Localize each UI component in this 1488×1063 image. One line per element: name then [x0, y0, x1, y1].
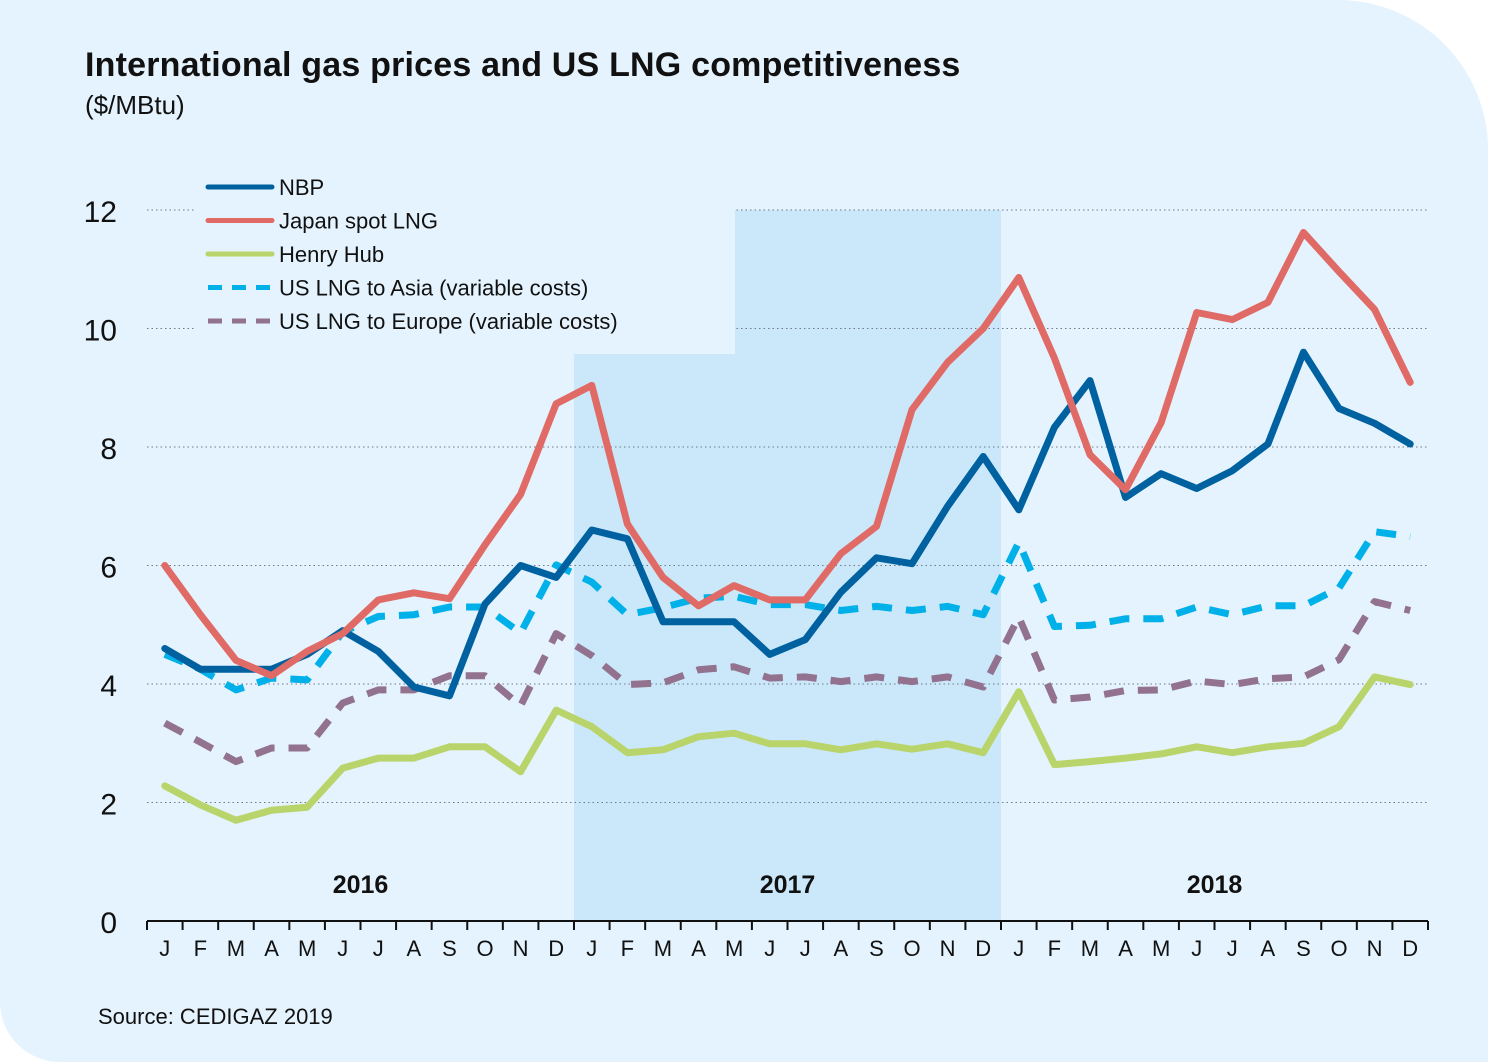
- series-line-henry-hub: [161, 673, 1414, 824]
- legend-item: US LNG to Europe (variable costs): [208, 309, 618, 334]
- legend-label: US LNG to Europe (variable costs): [279, 309, 618, 334]
- year-label-2018: 2018: [1187, 871, 1243, 899]
- y-tick-label: 8: [100, 433, 117, 466]
- series-line-us-lng-to-asia-variable-costs: [163, 528, 1411, 694]
- legend-label: US LNG to Asia (variable costs): [279, 276, 588, 301]
- month-tick-label: D: [975, 936, 991, 961]
- series-line-nbp: [161, 348, 1414, 700]
- x-axis: J F M A M J J A S O N D J F M A M J J A S O N D J F M A M J J A S O N D2016…: [146, 871, 1429, 961]
- legend-item: US LNG to Asia (variable costs): [208, 276, 588, 301]
- legend-item: NBP: [205, 175, 324, 200]
- series-line-us-lng-to-europe-variable-costs: [163, 598, 1412, 766]
- month-tick-label: N: [940, 936, 956, 961]
- y-tick-label: 2: [100, 789, 117, 822]
- month-tick-label: J: [373, 936, 384, 961]
- month-tick-label: M: [1152, 936, 1170, 961]
- month-tick-label: F: [194, 936, 207, 961]
- month-tick-label: J: [800, 936, 811, 961]
- month-tick-label: M: [725, 936, 743, 961]
- month-tick-label: J: [1227, 936, 1238, 961]
- month-tick-label: N: [1367, 936, 1383, 961]
- y-tick-label: 6: [100, 552, 117, 585]
- month-tick-label: O: [903, 936, 920, 961]
- month-tick-label: J: [1013, 936, 1024, 961]
- month-tick-label: J: [586, 936, 597, 961]
- month-tick-label: O: [476, 936, 493, 961]
- month-tick-label: D: [548, 936, 564, 961]
- month-tick-label: J: [1191, 936, 1202, 961]
- legend-label: Henry Hub: [279, 242, 384, 267]
- month-tick-label: A: [407, 936, 422, 961]
- month-tick-label: D: [1402, 936, 1418, 961]
- month-tick-label: M: [298, 936, 316, 961]
- month-tick-label: O: [1330, 936, 1347, 961]
- source-note: Source: CEDIGAZ 2019: [98, 1004, 333, 1029]
- month-tick-label: J: [337, 936, 348, 961]
- legend-item: Japan spot LNG: [205, 209, 438, 234]
- y-tick-label: 12: [84, 196, 117, 229]
- y-tick-label: 10: [84, 315, 117, 348]
- month-tick-label: F: [621, 936, 634, 961]
- month-tick-label: J: [159, 936, 170, 961]
- month-tick-label: J: [764, 936, 775, 961]
- y-tick-label: 4: [100, 670, 117, 703]
- series-line-japan-spot-lng: [161, 229, 1414, 680]
- month-tick-label: M: [1081, 936, 1099, 961]
- legend-background: [195, 170, 735, 354]
- chart-title: International gas prices and US LNG comp…: [85, 46, 961, 84]
- month-tick-label: A: [264, 936, 279, 961]
- month-tick-label: S: [869, 936, 884, 961]
- y-tick-label: 0: [100, 907, 117, 940]
- month-tick-label: F: [1048, 936, 1061, 961]
- legend: NBP Japan spot LNG Henry Hub US LNG to Asia…: [205, 175, 618, 334]
- y-axis-ticks: 0 2 4 6 8 10 12: [84, 196, 117, 940]
- month-tick-label: M: [654, 936, 672, 961]
- month-tick-label: S: [1296, 936, 1311, 961]
- month-tick-label: M: [227, 936, 245, 961]
- legend-box: [195, 170, 735, 354]
- year-label-2017: 2017: [760, 871, 816, 899]
- series-lines: [161, 229, 1414, 824]
- legend-label: Japan spot LNG: [279, 209, 438, 234]
- month-tick-label: A: [834, 936, 849, 961]
- month-tick-label: A: [1118, 936, 1133, 961]
- month-tick-label: A: [1261, 936, 1276, 961]
- month-tick-label: N: [513, 936, 529, 961]
- year-label-2016: 2016: [333, 871, 389, 899]
- legend-item: Henry Hub: [205, 242, 384, 267]
- legend-label: NBP: [279, 175, 324, 200]
- month-tick-label: A: [691, 936, 706, 961]
- chart-unit-subtitle: ($/MBtu): [85, 90, 185, 120]
- month-tick-label: S: [442, 936, 457, 961]
